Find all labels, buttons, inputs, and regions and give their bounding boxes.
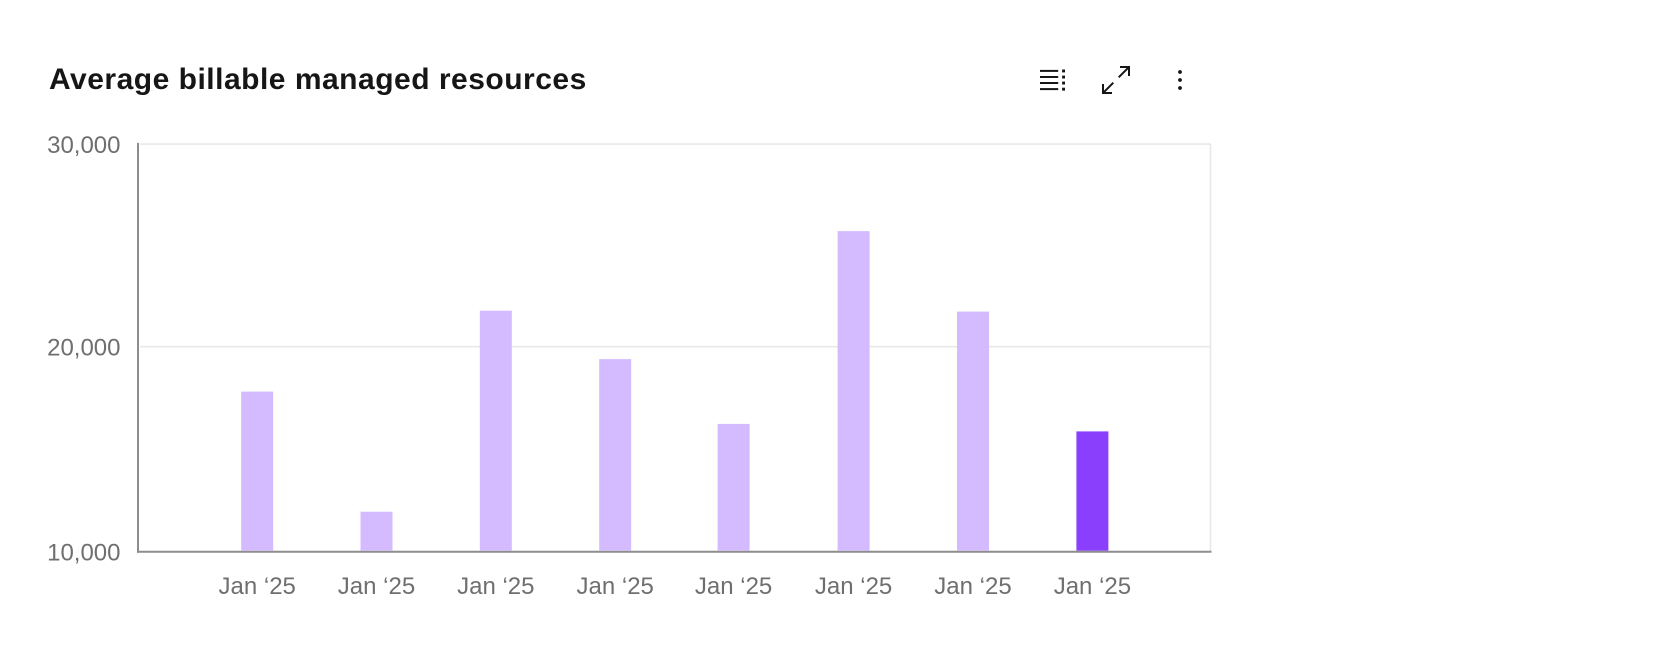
- svg-text:Jan ‘25: Jan ‘25: [457, 573, 534, 600]
- svg-text:10,000: 10,000: [47, 539, 120, 566]
- svg-text:Jan ‘25: Jan ‘25: [219, 573, 296, 600]
- svg-text:Jan ‘25: Jan ‘25: [815, 573, 892, 600]
- svg-text:Jan ‘25: Jan ‘25: [577, 573, 654, 600]
- svg-text:Jan ‘25: Jan ‘25: [934, 573, 1011, 600]
- svg-text:30,000: 30,000: [47, 132, 120, 159]
- svg-text:Jan ‘25: Jan ‘25: [695, 573, 772, 600]
- svg-text:20,000: 20,000: [47, 334, 120, 361]
- svg-text:Average billable managed resou: Average billable managed resources: [49, 63, 587, 96]
- svg-text:Jan ‘25: Jan ‘25: [338, 573, 415, 600]
- svg-text:Jan ‘25: Jan ‘25: [1054, 573, 1131, 600]
